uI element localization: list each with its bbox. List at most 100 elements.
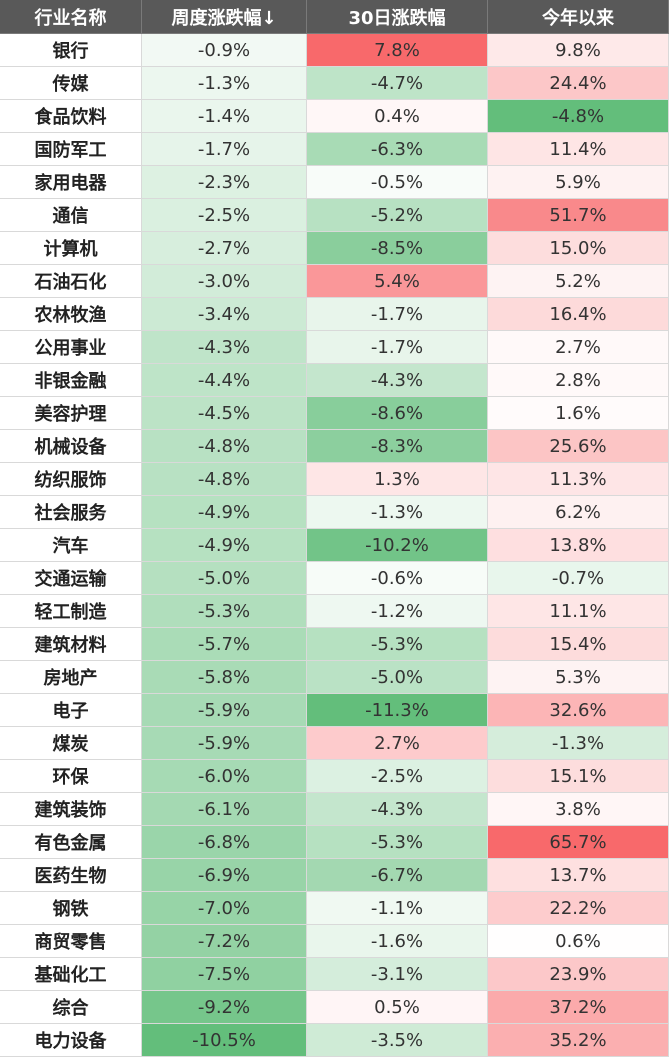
value-cell: 32.6% [488,694,669,727]
value-cell: 3.8% [488,793,669,826]
value-cell: -3.1% [307,958,488,991]
header-cell: 周度涨跌幅↓ [142,0,307,34]
value-cell: -4.9% [142,529,307,562]
value-cell: -2.5% [142,199,307,232]
industry-name: 美容护理 [0,397,142,430]
value-cell: -4.4% [142,364,307,397]
industry-name: 钢铁 [0,892,142,925]
industry-name: 机械设备 [0,430,142,463]
value-cell: 24.4% [488,67,669,100]
value-cell: 13.7% [488,859,669,892]
value-cell: -6.9% [142,859,307,892]
value-cell: -4.3% [142,331,307,364]
industry-name: 建筑材料 [0,628,142,661]
industry-name: 综合 [0,991,142,1024]
value-cell: -1.7% [307,298,488,331]
value-cell: 1.3% [307,463,488,496]
industry-name: 非银金融 [0,364,142,397]
value-cell: -5.8% [142,661,307,694]
industry-name: 纺织服饰 [0,463,142,496]
industry-name: 家用电器 [0,166,142,199]
header-cell: 今年以来 [488,0,669,34]
industry-name: 传媒 [0,67,142,100]
value-cell: 0.5% [307,991,488,1024]
value-cell: 2.8% [488,364,669,397]
value-cell: 5.9% [488,166,669,199]
value-cell: -4.8% [142,430,307,463]
value-cell: -0.9% [142,34,307,67]
value-cell: -6.0% [142,760,307,793]
value-cell: -7.2% [142,925,307,958]
value-cell: -6.7% [307,859,488,892]
value-cell: -1.7% [142,133,307,166]
industry-name: 石油石化 [0,265,142,298]
value-cell: -5.9% [142,727,307,760]
value-cell: -3.5% [307,1024,488,1057]
value-cell: -6.1% [142,793,307,826]
value-cell: 11.4% [488,133,669,166]
value-cell: -5.7% [142,628,307,661]
value-cell: 15.1% [488,760,669,793]
value-cell: -8.3% [307,430,488,463]
value-cell: -4.5% [142,397,307,430]
value-cell: -6.3% [307,133,488,166]
industry-name: 银行 [0,34,142,67]
value-cell: -5.0% [142,562,307,595]
value-cell: -10.2% [307,529,488,562]
value-cell: -4.8% [488,100,669,133]
value-cell: -1.2% [307,595,488,628]
value-cell: 23.9% [488,958,669,991]
value-cell: -1.3% [142,67,307,100]
industry-name: 电子 [0,694,142,727]
value-cell: 7.8% [307,34,488,67]
value-cell: -3.0% [142,265,307,298]
value-cell: 2.7% [307,727,488,760]
industry-name: 轻工制造 [0,595,142,628]
value-cell: 11.3% [488,463,669,496]
value-cell: -1.1% [307,892,488,925]
value-cell: 51.7% [488,199,669,232]
value-cell: -9.2% [142,991,307,1024]
value-cell: 25.6% [488,430,669,463]
value-cell: -5.2% [307,199,488,232]
value-cell: 6.2% [488,496,669,529]
industry-name: 交通运输 [0,562,142,595]
value-cell: 0.6% [488,925,669,958]
value-cell: 16.4% [488,298,669,331]
industry-name: 医药生物 [0,859,142,892]
value-cell: -1.3% [488,727,669,760]
value-cell: -0.7% [488,562,669,595]
industry-name: 通信 [0,199,142,232]
industry-name: 汽车 [0,529,142,562]
value-cell: -10.5% [142,1024,307,1057]
industry-name: 房地产 [0,661,142,694]
value-cell: -7.0% [142,892,307,925]
value-cell: -6.8% [142,826,307,859]
value-cell: -5.3% [307,826,488,859]
industry-name: 环保 [0,760,142,793]
value-cell: -5.0% [307,661,488,694]
value-cell: -4.8% [142,463,307,496]
value-cell: -3.4% [142,298,307,331]
value-cell: 5.3% [488,661,669,694]
industry-name: 商贸零售 [0,925,142,958]
industry-name: 国防军工 [0,133,142,166]
value-cell: -4.3% [307,364,488,397]
value-cell: -2.7% [142,232,307,265]
header-cell: 行业名称 [0,0,142,34]
value-cell: -11.3% [307,694,488,727]
value-cell: -8.5% [307,232,488,265]
value-cell: -5.3% [142,595,307,628]
industry-name: 建筑装饰 [0,793,142,826]
value-cell: 2.7% [488,331,669,364]
value-cell: -4.9% [142,496,307,529]
value-cell: 65.7% [488,826,669,859]
industry-name: 计算机 [0,232,142,265]
value-cell: -0.6% [307,562,488,595]
value-cell: -2.5% [307,760,488,793]
value-cell: 9.8% [488,34,669,67]
value-cell: 22.2% [488,892,669,925]
value-cell: -1.3% [307,496,488,529]
value-cell: 11.1% [488,595,669,628]
